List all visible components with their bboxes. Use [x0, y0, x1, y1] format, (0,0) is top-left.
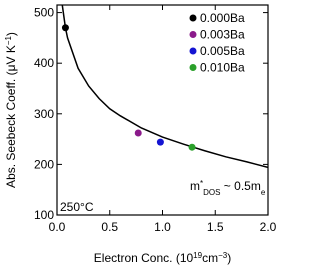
data-point	[61, 24, 69, 32]
label-part: cm	[202, 251, 218, 265]
legend-marker	[189, 14, 197, 22]
label-part: *	[200, 179, 203, 188]
label-part: 250°C	[60, 200, 94, 214]
fit-curve	[61, 5, 268, 169]
chart: 0.0 0.5 1.0 1.5 2.0 100 200 300 400 500 Electron C…	[4, 4, 277, 266]
x-axis-label: Electron Conc. (1019cm−3)	[94, 251, 231, 266]
legend-label: 0.003Ba	[200, 28, 245, 42]
data-point	[188, 143, 196, 151]
legend-marker	[189, 31, 197, 38]
label-part: Electron Conc. (10	[94, 251, 194, 265]
data-point	[156, 138, 164, 146]
label-part: m	[190, 179, 200, 193]
legend-label: 0.005Ba	[200, 44, 245, 58]
label-part: −3	[218, 251, 228, 260]
x-tick-label: 1.5	[207, 220, 224, 234]
label-part: −1	[4, 36, 13, 46]
label-part: )	[227, 251, 231, 265]
x-tick-label: 0.5	[101, 220, 118, 234]
legend-marker	[189, 64, 197, 71]
x-tick-label: 0.0	[49, 220, 66, 234]
x-tick-label: 1.0	[154, 220, 171, 234]
y-axis-label: Abs. Seebeck Coeff. (μV K−1)	[4, 32, 19, 188]
label-part: )	[4, 32, 18, 36]
legend-label: 0.000Ba	[200, 11, 245, 25]
legend-marker	[189, 47, 197, 55]
label-part: ~ 0.5m	[220, 179, 260, 193]
label-part: 19	[193, 251, 202, 260]
data-point	[134, 129, 142, 137]
annotation: 250°C	[60, 200, 94, 214]
legend-label: 0.010Ba	[200, 61, 245, 75]
y-tick-label: 200	[34, 157, 54, 171]
label-part: e	[261, 188, 266, 197]
label-part: DOS	[203, 188, 220, 197]
y-tick-label: 400	[34, 56, 54, 70]
label-part: Abs. Seebeck Coeff. (μV K	[4, 45, 18, 188]
y-tick-label: 500	[34, 6, 54, 20]
y-tick-label: 300	[34, 107, 54, 121]
annotation: m*DOS ~ 0.5me	[190, 179, 266, 197]
x-tick-label: 2.0	[260, 220, 277, 234]
y-tick-label: 100	[34, 208, 54, 222]
